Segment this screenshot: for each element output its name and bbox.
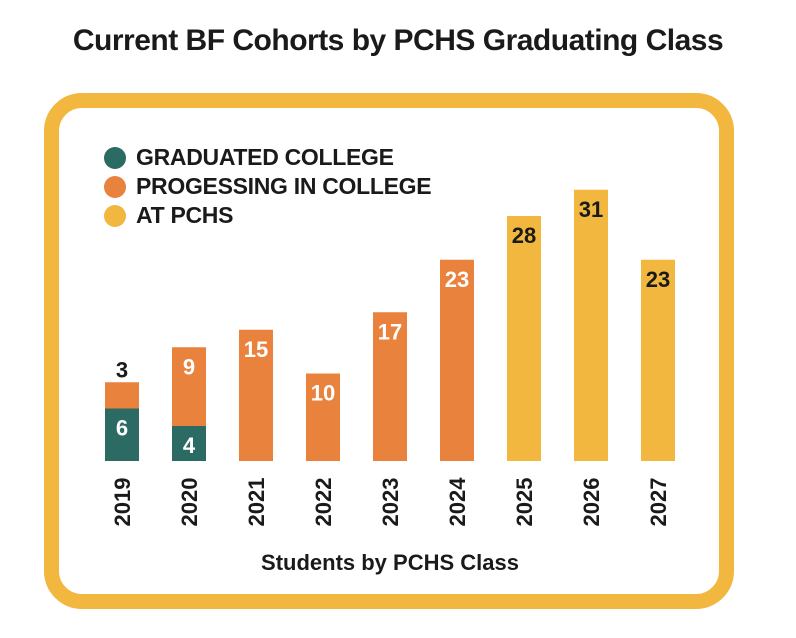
data-label-2023-series-1: 17 — [378, 319, 402, 344]
bar-2024-series-1 — [440, 259, 474, 461]
legend-label-at-pchs: AT PCHS — [136, 202, 234, 228]
legend-swatch-graduated — [104, 146, 126, 169]
legend-item-at-pchs: AT PCHS — [104, 201, 431, 230]
x-tick-label-2021: 2021 — [244, 478, 269, 527]
bar-2020-series-0 — [172, 426, 206, 461]
bar-2027-series-2 — [641, 259, 675, 461]
legend: GRADUATED COLLEGE PROGESSING IN COLLEGE … — [104, 143, 432, 230]
bar-2023-series-1 — [373, 312, 407, 461]
data-label-2027-series-2: 23 — [646, 267, 670, 292]
x-tick-label-2020: 2020 — [177, 478, 202, 527]
legend-item-progressing: PROGESSING IN COLLEGE — [104, 172, 432, 201]
x-axis-title: Students by PCHS Class — [261, 550, 519, 575]
bar-2026-series-2 — [574, 189, 608, 461]
x-tick-label-2026: 2026 — [579, 478, 604, 527]
data-label-2019-series-1: 3 — [116, 357, 128, 382]
bar-2020-series-1 — [172, 347, 206, 426]
legend-label-progressing: PROGESSING IN COLLEGE — [136, 173, 432, 199]
bar-2021-series-1 — [239, 329, 273, 461]
bar-2019-series-1 — [105, 382, 139, 409]
x-tick-label-2019: 2019 — [110, 478, 135, 527]
bar-2019-series-0 — [105, 408, 139, 461]
data-label-2025-series-2: 28 — [512, 223, 536, 248]
legend-swatch-at-pchs — [104, 204, 126, 227]
bar-2025-series-2 — [507, 216, 541, 461]
legend-swatch-progressing — [104, 175, 126, 198]
x-tick-label-2023: 2023 — [378, 478, 403, 527]
data-label-2022-series-1: 10 — [311, 381, 335, 406]
x-tick-label-2022: 2022 — [311, 478, 336, 527]
data-label-2024-series-1: 23 — [445, 267, 469, 292]
data-label-2019-series-0: 6 — [116, 416, 128, 441]
x-tick-label-2024: 2024 — [445, 477, 470, 527]
x-tick-label-2025: 2025 — [512, 478, 537, 527]
data-label-2026-series-2: 31 — [579, 197, 603, 222]
data-label-2020-series-1: 9 — [183, 354, 195, 379]
bar-2022-series-1 — [306, 373, 340, 461]
legend-label-graduated: GRADUATED COLLEGE — [136, 144, 394, 170]
data-label-2021-series-1: 15 — [244, 337, 268, 362]
x-tick-label-2027: 2027 — [646, 478, 671, 527]
legend-item-graduated: GRADUATED COLLEGE — [104, 143, 431, 172]
data-label-2020-series-0: 4 — [183, 433, 196, 458]
chart-title: Current BF Cohorts by PCHS Graduating Cl… — [72, 24, 724, 57]
